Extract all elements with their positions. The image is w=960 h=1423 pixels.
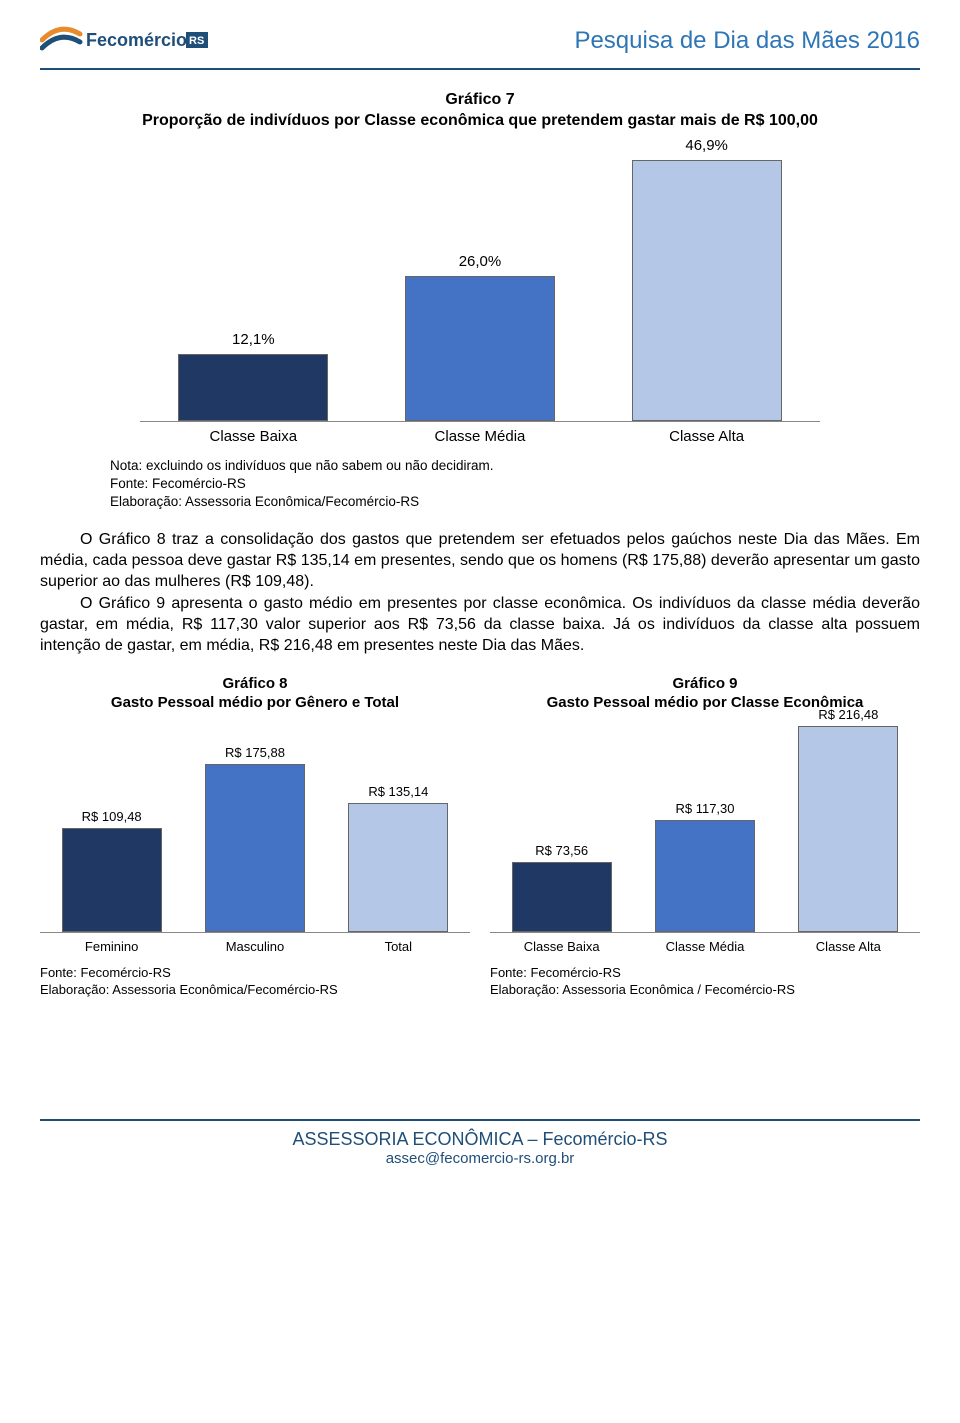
chart7-note: Nota: excluindo os indivíduos que não sa… [110,457,920,475]
chart9-value-2: R$ 216,48 [818,707,878,722]
page-header: Fecomércio RS Pesquisa de Dia das Mães 2… [40,20,920,70]
chart9-title-line1: Gráfico 9 [672,675,737,692]
chart7-elab: Elaboração: Assessoria Econômica/Fecomér… [110,493,920,511]
chart8-value-1: R$ 175,88 [225,745,285,760]
footer-line1: ASSESSORIA ECONÔMICA – Fecomércio-RS [40,1129,920,1150]
chart9-value-1: R$ 117,30 [675,801,734,816]
footer-line2: assec@fecomercio-rs.org.br [40,1150,920,1167]
svg-text:Fecomércio: Fecomércio [86,30,187,50]
chart8-cat-0: Feminino [40,939,183,954]
chart9-bar-1: R$ 117,30 [633,801,776,932]
page-footer: ASSESSORIA ECONÔMICA – Fecomércio-RS ass… [40,1119,920,1167]
chart8-elab: Elaboração: Assessoria Econômica/Fecomér… [40,981,470,999]
chart8-bar-2: R$ 135,14 [327,784,470,932]
chart8-cat-1: Masculino [183,939,326,954]
chart7-bar-rect-1 [405,276,555,421]
chart7-value-1: 26,0% [459,253,502,270]
chart9-bar-rect-1 [655,820,755,932]
chart8-bars: R$ 109,48 R$ 175,88 R$ 135,14 [40,723,470,933]
fecomercio-logo-icon: Fecomércio RS [40,20,210,62]
chart9-elab: Elaboração: Assessoria Econômica / Fecom… [490,981,920,999]
chart7-bar-2: 46,9% [593,137,820,421]
chart9-source: Fonte: Fecomércio-RS [490,964,920,982]
document-page: Fecomércio RS Pesquisa de Dia das Mães 2… [0,0,960,1197]
chart7-cat-0: Classe Baixa [140,428,367,445]
chart7-block: Gráfico 7 Proporção de indivíduos por Cl… [40,90,920,445]
chart8-bar-rect-0 [62,828,162,932]
chart9-source-block: Fonte: Fecomércio-RS Elaboração: Assesso… [490,964,920,999]
chart7-title-line2: Proporção de indivíduos por Classe econô… [142,112,818,129]
body-paragraphs: O Gráfico 8 traz a consolidação dos gast… [40,529,920,656]
chart8-title-line1: Gráfico 8 [222,675,287,692]
svg-text:RS: RS [189,35,204,47]
paragraph-2: O Gráfico 9 apresenta o gasto médio em p… [40,593,920,656]
chart8-source: Fonte: Fecomércio-RS [40,964,470,982]
chart9-cat-1: Classe Média [633,939,776,954]
chart9-cat-0: Classe Baixa [490,939,633,954]
chart8-title-line2: Gasto Pessoal médio por Gênero e Total [111,694,399,711]
charts-8-9-row: Gráfico 8 Gasto Pessoal médio por Gênero… [40,674,920,999]
chart7-bar-0: 12,1% [140,331,367,421]
chart8-source-block: Fonte: Fecomércio-RS Elaboração: Assesso… [40,964,470,999]
chart7-cat-1: Classe Média [367,428,594,445]
header-title: Pesquisa de Dia das Mães 2016 [574,27,920,55]
chart7-value-2: 46,9% [685,137,728,154]
paragraph-1: O Gráfico 8 traz a consolidação dos gast… [40,529,920,592]
chart8-bar-rect-1 [205,764,305,932]
chart7-source: Fonte: Fecomércio-RS [110,475,920,493]
chart9-categories: Classe Baixa Classe Média Classe Alta [490,939,920,954]
chart7-value-0: 12,1% [232,331,275,348]
chart8-categories: Feminino Masculino Total [40,939,470,954]
chart8-value-0: R$ 109,48 [82,809,142,824]
chart7-title-line1: Gráfico 7 [445,91,514,108]
chart9-cat-2: Classe Alta [777,939,920,954]
chart9-block: Gráfico 9 Gasto Pessoal médio por Classe… [490,674,920,999]
chart8-title: Gráfico 8 Gasto Pessoal médio por Gênero… [40,674,470,713]
chart8-cat-2: Total [327,939,470,954]
chart8-bar-1: R$ 175,88 [183,745,326,932]
chart7-bars: 12,1% 26,0% 46,9% [140,142,820,422]
chart9-value-0: R$ 73,56 [535,843,588,858]
chart9-bar-0: R$ 73,56 [490,843,633,932]
chart9-bars: R$ 73,56 R$ 117,30 R$ 216,48 [490,723,920,933]
chart8-bar-rect-2 [348,803,448,932]
chart8-value-2: R$ 135,14 [368,784,428,799]
chart9-bar-rect-0 [512,862,612,932]
chart7-bar-rect-2 [632,160,782,421]
chart7-categories: Classe Baixa Classe Média Classe Alta [140,428,820,445]
chart8-block: Gráfico 8 Gasto Pessoal médio por Gênero… [40,674,470,999]
chart7-cat-2: Classe Alta [593,428,820,445]
chart9-bar-rect-2 [798,726,898,932]
logo: Fecomércio RS [40,20,210,62]
chart7-bar-rect-0 [178,354,328,421]
chart7-bar-1: 26,0% [367,253,594,421]
chart8-bar-0: R$ 109,48 [40,809,183,932]
chart7-plot: 12,1% 26,0% 46,9% Classe Baixa Classe Mé… [140,142,820,445]
chart7-title: Gráfico 7 Proporção de indivíduos por Cl… [40,90,920,132]
chart7-notes: Nota: excluindo os indivíduos que não sa… [110,457,920,512]
chart9-bar-2: R$ 216,48 [777,707,920,932]
